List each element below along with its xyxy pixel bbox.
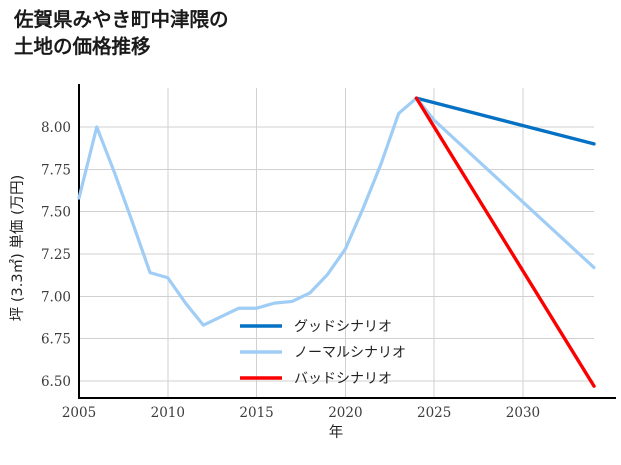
legend-label-0: グッドシナリオ bbox=[294, 319, 392, 335]
x-tick-label: 2020 bbox=[328, 405, 362, 421]
y-axis-title: 坪 (3.3㎡) 単価 (万円) bbox=[9, 175, 26, 322]
x-tick-label: 2005 bbox=[62, 405, 96, 421]
x-tick-label: 2025 bbox=[417, 405, 451, 421]
y-tick-label: 7.50 bbox=[41, 205, 71, 221]
legend-label-2: バッドシナリオ bbox=[294, 371, 392, 387]
axis-lines bbox=[77, 84, 616, 400]
series-line-1 bbox=[414, 96, 596, 146]
y-tick-label: 6.75 bbox=[41, 332, 71, 348]
y-axis-tick-labels: 6.50 6.75 7.00 7.25 7.50 7.75 8.00 bbox=[41, 120, 71, 390]
data-series bbox=[77, 96, 596, 388]
y-tick-label: 7.75 bbox=[41, 162, 71, 178]
y-tick-label: 8.00 bbox=[41, 120, 71, 136]
chart-title-line-2: 土地の価格推移 bbox=[14, 35, 151, 58]
x-tick-label: 2030 bbox=[506, 405, 540, 421]
y-tick-label: 7.00 bbox=[41, 289, 71, 305]
y-tick-label: 7.25 bbox=[41, 247, 71, 263]
series-line-0 bbox=[77, 96, 419, 327]
chart-title: 佐賀県みやき町中津隈の 土地の価格推移 bbox=[14, 6, 574, 60]
x-tick-label: 2015 bbox=[239, 405, 273, 421]
x-axis-title: 年 bbox=[329, 424, 344, 441]
x-tick-label: 2010 bbox=[151, 405, 185, 421]
series-line-3 bbox=[414, 96, 596, 388]
legend-label-1: ノーマルシナリオ bbox=[294, 345, 406, 361]
x-axis-tick-labels: 2005 2010 2015 2020 2025 2030 bbox=[62, 405, 540, 421]
chart-title-line-1: 佐賀県みやき町中津隈の bbox=[14, 8, 229, 31]
y-tick-label: 6.50 bbox=[41, 374, 71, 390]
